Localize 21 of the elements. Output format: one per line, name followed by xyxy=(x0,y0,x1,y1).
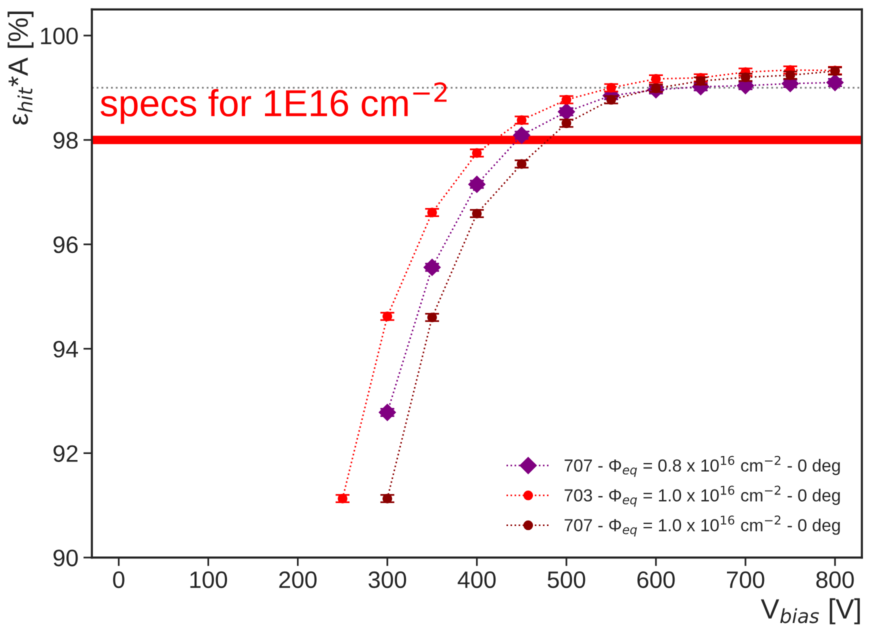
y-tick-label: 92 xyxy=(54,445,78,462)
x-tick-label: 600 xyxy=(637,571,675,588)
y-tick-label: 90 xyxy=(54,550,78,566)
y-tick-label: 96 xyxy=(54,236,78,254)
x-tick-label: 0 xyxy=(113,571,124,588)
legend-label: 707 - Φ$_{eq}$ = 1.0 x 10$^{16}$ cm$^{−2}$ - 0 deg xyxy=(564,516,840,537)
x-axis-title: V$_{bias}$ [V] xyxy=(760,598,860,624)
x-tick-label: 300 xyxy=(368,571,406,588)
y-axis-title: ε$_{hit}$*A [%] xyxy=(8,12,34,125)
legend-label: 707 - Φ$_{eq}$ = 0.8 x 10$^{16}$ cm$^{−2}$ - 0 deg xyxy=(564,456,840,477)
x-tick-label: 200 xyxy=(279,571,317,588)
y-tick-label: 98 xyxy=(54,132,78,149)
ref-line-label: specs for 1E16 cm$^{−2}$ xyxy=(100,82,447,124)
x-tick-label: 400 xyxy=(458,571,496,588)
x-tick-label: 800 xyxy=(816,571,854,588)
y-tick-label: 100 xyxy=(41,28,78,44)
x-tick-label: 500 xyxy=(548,571,586,588)
y-tick-label: 94 xyxy=(54,340,78,358)
x-tick-label: 100 xyxy=(190,571,228,588)
x-tick-label: 700 xyxy=(726,571,764,588)
legend-label: 703 - Φ$_{eq}$ = 1.0 x 10$^{16}$ cm$^{−2}$ - 0 deg xyxy=(564,486,840,507)
